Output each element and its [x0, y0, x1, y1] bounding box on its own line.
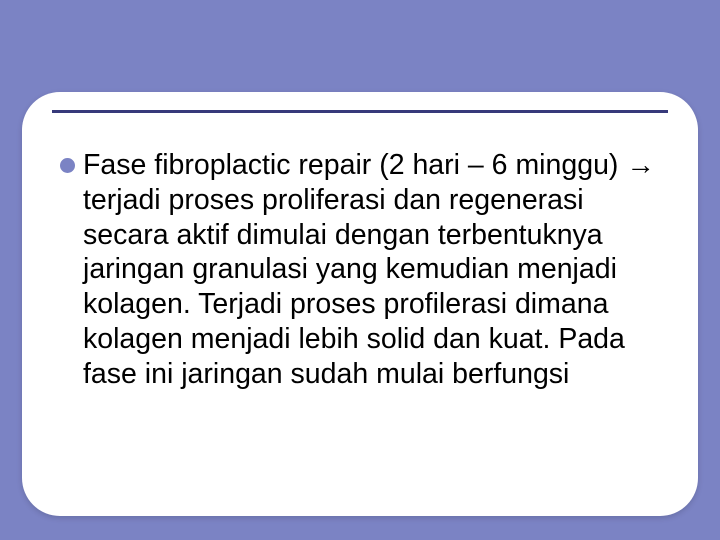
- bullet-icon: [60, 158, 75, 173]
- body-text: Fase fibroplactic repair (2 hari – 6 min…: [83, 148, 660, 391]
- bullet-item: Fase fibroplactic repair (2 hari – 6 min…: [60, 148, 660, 391]
- slide-content: Fase fibroplactic repair (2 hari – 6 min…: [60, 148, 660, 391]
- title-divider: [52, 110, 668, 113]
